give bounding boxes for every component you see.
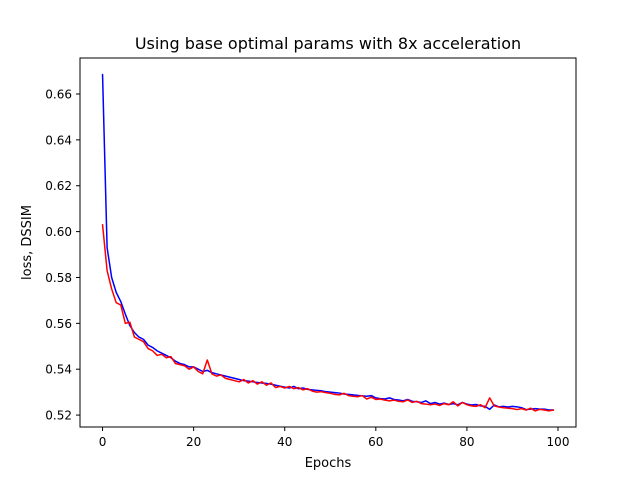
x-tick-label: 40 bbox=[277, 435, 292, 449]
y-tick-label: 0.66 bbox=[45, 88, 72, 102]
y-tick-label: 0.64 bbox=[45, 133, 72, 147]
x-tick-label: 60 bbox=[368, 435, 383, 449]
y-axis-label: loss, DSSIM bbox=[20, 205, 35, 280]
y-tick-label: 0.54 bbox=[45, 363, 72, 377]
series-line-2 bbox=[101, 223, 555, 412]
y-tick-label: 0.52 bbox=[45, 409, 72, 423]
y-tick-label: 0.56 bbox=[45, 317, 72, 331]
y-axis: 0.52 0.54 0.56 0.58 0.60 0.62 0.64 0.66 bbox=[45, 88, 80, 423]
plot-frame bbox=[79, 57, 577, 428]
y-tick-label: 0.58 bbox=[45, 271, 72, 285]
x-tick-label: 0 bbox=[99, 435, 107, 449]
y-tick-label: 0.60 bbox=[45, 225, 72, 239]
x-axis: 0 20 40 60 80 100 bbox=[99, 427, 570, 449]
chart-title: Using base optimal params with 8x accele… bbox=[135, 34, 521, 53]
x-tick-label: 100 bbox=[547, 435, 570, 449]
x-axis-label: Epochs bbox=[305, 456, 352, 471]
series-layer bbox=[101, 73, 555, 412]
y-tick-label: 0.62 bbox=[45, 179, 72, 193]
x-tick-label: 20 bbox=[186, 435, 201, 449]
x-tick-label: 80 bbox=[459, 435, 474, 449]
